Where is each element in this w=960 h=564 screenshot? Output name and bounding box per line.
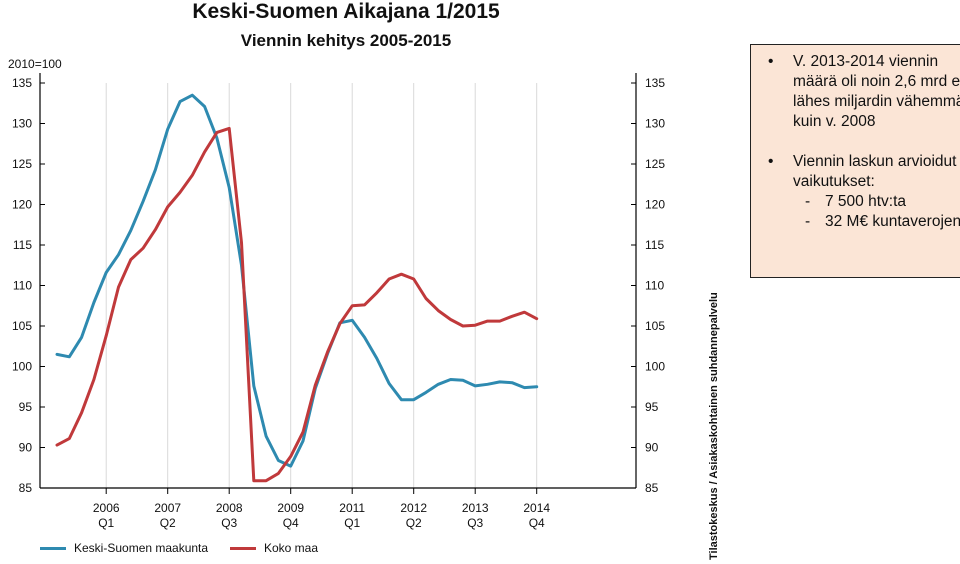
bullet-glyph: •	[768, 53, 774, 70]
legend-item-koko-maa: Koko maa	[230, 541, 318, 555]
x-tick-label-year: 2007	[154, 501, 181, 515]
y-tick-label-right: 85	[645, 481, 659, 495]
sub-text: 7 500 htv:ta	[825, 193, 907, 210]
sub-dash: -	[805, 213, 811, 230]
x-tick-label-quarter: Q4	[529, 516, 545, 530]
y-tick-label-left: 130	[12, 117, 32, 131]
x-tick-label-quarter: Q4	[283, 516, 299, 530]
x-tick-label-year: 2009	[277, 501, 304, 515]
x-tick-label-year: 2011	[339, 501, 365, 515]
y-tick-label-right: 135	[645, 76, 665, 90]
x-tick-label-year: 2013	[462, 501, 489, 515]
textbox-bullet-2: • Viennin laskun arvioidut vaikutukset:	[761, 152, 960, 192]
series-line-keski-suomi	[55, 93, 539, 468]
textbox-bullet-1: • V. 2013-2014 viennin määrä oli noin 2,…	[761, 52, 960, 132]
sub-dash: -	[805, 193, 811, 210]
y-tick-label-right: 95	[645, 400, 659, 414]
y-tick-label-right: 100	[645, 360, 665, 374]
y-tick-label-right: 130	[645, 117, 665, 131]
bullet-text: Viennin laskun arvioidut vaikutukset:	[793, 153, 957, 190]
source-label: Tilastokeskus / Asiakaskohtainen suhdann…	[708, 292, 720, 560]
y-tick-label-right: 90	[645, 441, 659, 455]
y-axis-label: 2010=100	[8, 57, 62, 71]
x-tick-label-year: 2014	[523, 501, 550, 515]
x-tick-label-quarter: Q3	[221, 516, 237, 530]
legend-item-keski-suomi: Keski-Suomen maakunta	[40, 541, 208, 555]
sub-text: 32 M€ kuntaverojen	[825, 213, 960, 230]
x-tick-label-quarter: Q1	[344, 516, 360, 530]
chart-subtitle: Viennin kehitys 2005-2015	[240, 31, 452, 50]
y-tick-label-left: 125	[12, 157, 32, 171]
textbox-subitem-1: - 7 500 htv:ta	[761, 192, 960, 212]
bullet-glyph: •	[768, 153, 774, 170]
legend-label: Keski-Suomen maakunta	[74, 541, 209, 555]
x-tick-label-quarter: Q2	[160, 516, 176, 530]
line-chart: 135 135 130 130 125 125 120 120 115 115 110 110 105 1…	[12, 73, 665, 530]
y-tick-label-left: 135	[12, 76, 32, 90]
x-tick-label-quarter: Q3	[467, 516, 483, 530]
y-tick-label-left: 100	[12, 360, 32, 374]
x-tick-label-year: 2008	[216, 501, 243, 515]
y-tick-label-right: 115	[645, 238, 664, 252]
y-tick-label-left: 105	[12, 319, 32, 333]
y-tick-label-left: 115	[13, 238, 32, 252]
y-tick-label-left: 110	[13, 279, 32, 293]
y-tick-label-left: 85	[19, 481, 33, 495]
y-tick-label-left: 95	[19, 400, 33, 414]
y-tick-label-right: 110	[645, 279, 664, 293]
legend-label: Koko maa	[264, 541, 319, 555]
x-tick-label-quarter: Q1	[98, 516, 114, 530]
bullet-text: V. 2013-2014 viennin määrä oli noin 2,6 …	[793, 53, 960, 130]
x-tick-label-year: 2012	[400, 501, 427, 515]
x-tick-label-quarter: Q2	[406, 516, 422, 530]
y-tick-label-right: 125	[645, 157, 665, 171]
chart-title: Keski-Suomen Aikajana 1/2015	[192, 0, 500, 23]
textbox-subitem-2: - 32 M€ kuntaverojen	[761, 212, 960, 232]
y-tick-label-left: 120	[12, 198, 32, 212]
y-tick-label-right: 105	[645, 319, 665, 333]
y-tick-label-right: 120	[645, 198, 665, 212]
legend-swatch	[230, 546, 256, 550]
legend-swatch	[40, 546, 66, 550]
y-tick-label-left: 90	[19, 441, 33, 455]
info-textbox: • V. 2013-2014 viennin määrä oli noin 2,…	[750, 44, 960, 278]
series-line-koko-maa	[55, 126, 539, 483]
x-tick-label-year: 2006	[93, 501, 120, 515]
